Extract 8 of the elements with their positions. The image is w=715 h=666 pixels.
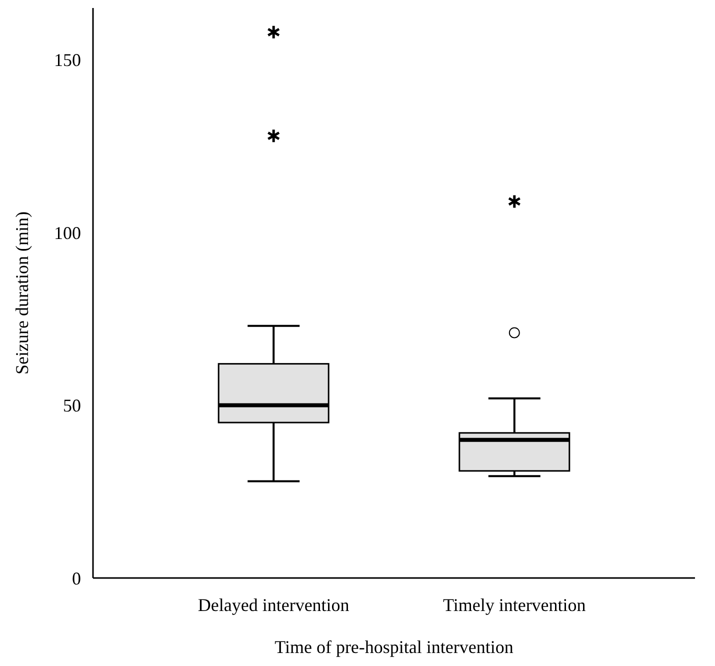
x-tick-label: Timely intervention xyxy=(442,595,586,615)
x-tick-label: Delayed intervention xyxy=(198,595,350,615)
y-tick-label: 0 xyxy=(72,568,81,588)
y-axis-title: Seizure duration (min) xyxy=(12,212,32,374)
y-tick-label: 100 xyxy=(54,222,81,243)
x-axis-title: Time of pre-hospital intervention xyxy=(274,637,514,657)
y-tick-label: 150 xyxy=(54,50,81,70)
y-tick-label: 50 xyxy=(63,396,81,416)
